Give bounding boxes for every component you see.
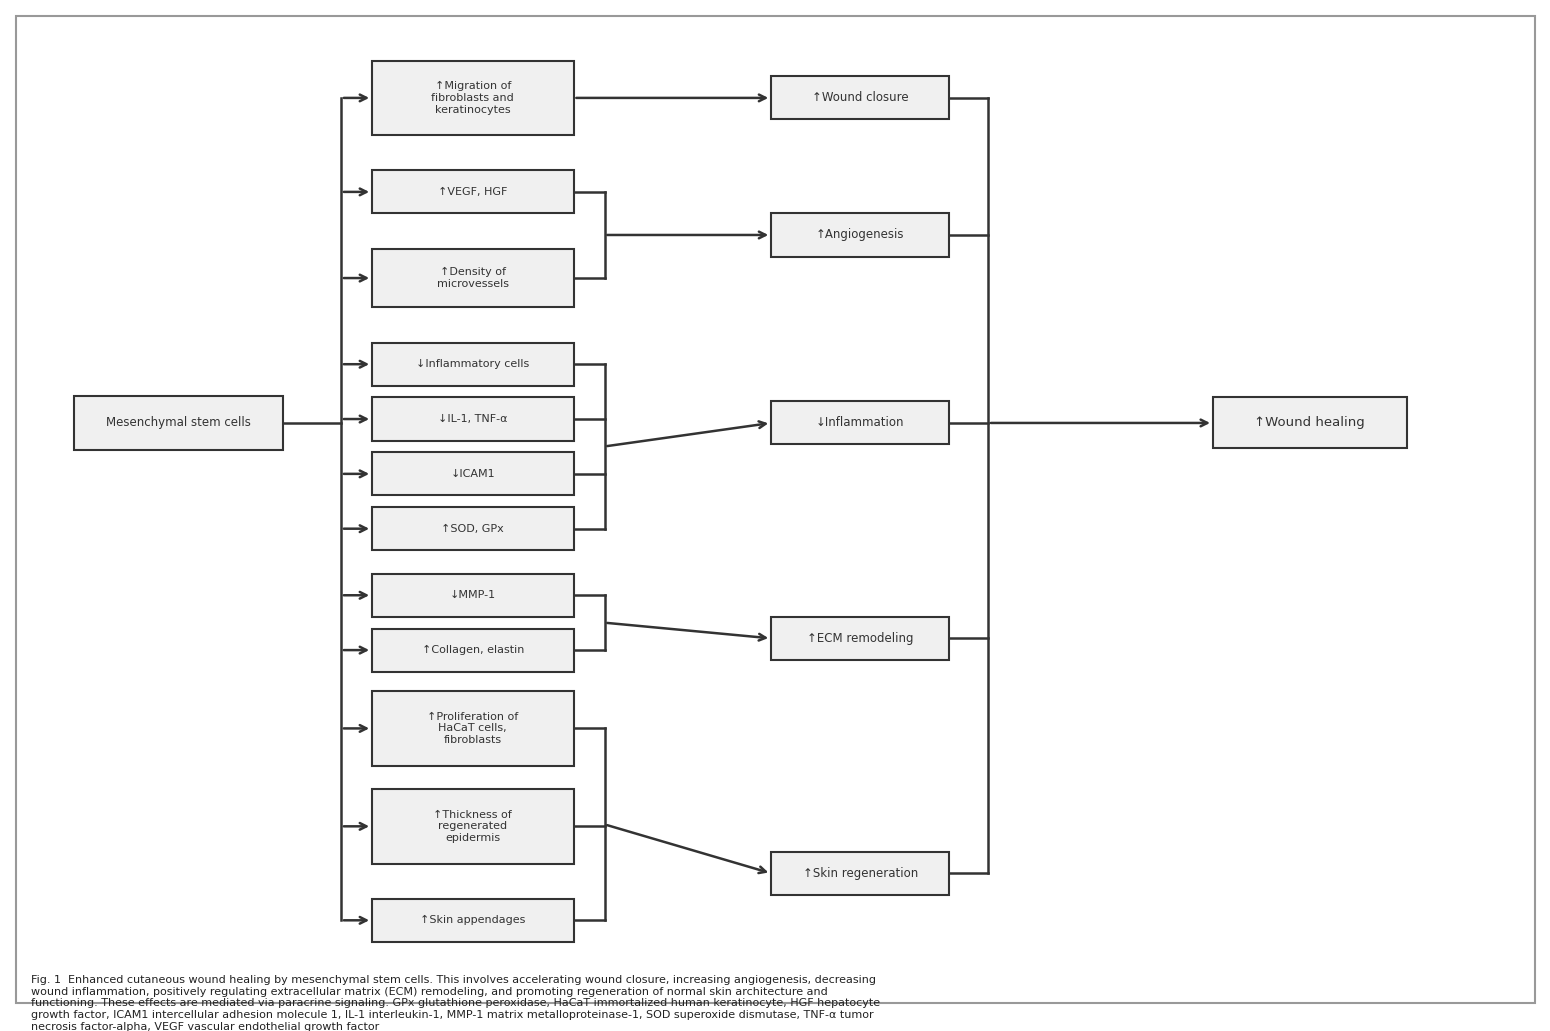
FancyBboxPatch shape bbox=[372, 248, 574, 307]
FancyBboxPatch shape bbox=[372, 899, 574, 942]
Text: ↑Skin appendages: ↑Skin appendages bbox=[420, 916, 525, 926]
FancyBboxPatch shape bbox=[1212, 398, 1407, 448]
FancyBboxPatch shape bbox=[372, 342, 574, 386]
FancyBboxPatch shape bbox=[772, 76, 949, 120]
FancyBboxPatch shape bbox=[372, 789, 574, 864]
Text: ↑Thickness of
regenerated
epidermis: ↑Thickness of regenerated epidermis bbox=[434, 809, 512, 843]
Text: ↓Inflammatory cells: ↓Inflammatory cells bbox=[415, 359, 530, 369]
Text: ↓Inflammation: ↓Inflammation bbox=[815, 417, 905, 430]
FancyBboxPatch shape bbox=[772, 213, 949, 257]
FancyBboxPatch shape bbox=[372, 691, 574, 766]
FancyBboxPatch shape bbox=[16, 15, 1534, 1002]
Text: ↑Wound healing: ↑Wound healing bbox=[1254, 417, 1366, 430]
Text: ↓IL-1, TNF-α: ↓IL-1, TNF-α bbox=[439, 414, 507, 424]
Text: ↑Angiogenesis: ↑Angiogenesis bbox=[815, 229, 905, 241]
Text: ↑Density of
microvessels: ↑Density of microvessels bbox=[437, 267, 508, 289]
Text: ↑Migration of
fibroblasts and
keratinocytes: ↑Migration of fibroblasts and keratinocy… bbox=[431, 81, 515, 114]
FancyBboxPatch shape bbox=[74, 396, 282, 451]
FancyBboxPatch shape bbox=[772, 401, 949, 444]
FancyBboxPatch shape bbox=[772, 617, 949, 660]
Text: ↑VEGF, HGF: ↑VEGF, HGF bbox=[439, 187, 507, 197]
Text: ↑Proliferation of
HaCaT cells,
fibroblasts: ↑Proliferation of HaCaT cells, fibroblas… bbox=[428, 711, 518, 745]
FancyBboxPatch shape bbox=[372, 61, 574, 135]
Text: ↓ICAM1: ↓ICAM1 bbox=[451, 469, 494, 478]
Text: Mesenchymal stem cells: Mesenchymal stem cells bbox=[105, 417, 251, 430]
FancyBboxPatch shape bbox=[372, 398, 574, 440]
FancyBboxPatch shape bbox=[372, 453, 574, 496]
Text: Fig. 1  Enhanced cutaneous wound healing by mesenchymal stem cells. This involve: Fig. 1 Enhanced cutaneous wound healing … bbox=[31, 975, 880, 1031]
FancyBboxPatch shape bbox=[372, 170, 574, 213]
FancyBboxPatch shape bbox=[372, 507, 574, 551]
FancyBboxPatch shape bbox=[372, 629, 574, 671]
Text: ↑SOD, GPx: ↑SOD, GPx bbox=[442, 524, 504, 534]
Text: ↑Collagen, elastin: ↑Collagen, elastin bbox=[422, 645, 524, 655]
FancyBboxPatch shape bbox=[372, 573, 574, 617]
Text: ↓MMP-1: ↓MMP-1 bbox=[449, 591, 496, 600]
FancyBboxPatch shape bbox=[772, 852, 949, 895]
Text: ↑Skin regeneration: ↑Skin regeneration bbox=[803, 867, 918, 879]
Text: ↑Wound closure: ↑Wound closure bbox=[812, 92, 908, 104]
Text: ↑ECM remodeling: ↑ECM remodeling bbox=[808, 632, 913, 644]
